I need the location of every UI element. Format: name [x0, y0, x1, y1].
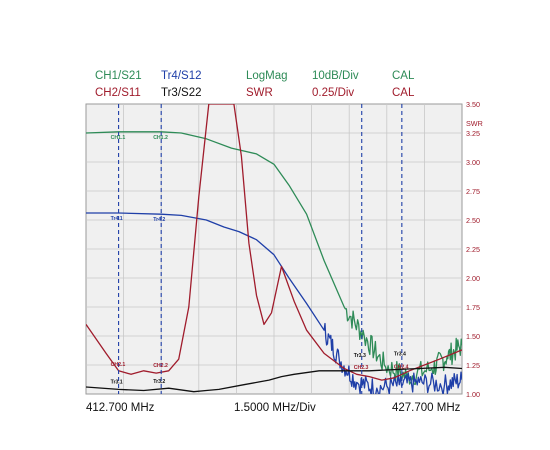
scale-label: 10dB/Div: [312, 70, 359, 82]
s11-channel-label: CH2/S11: [95, 87, 141, 99]
frequency-span-per-div: 1.5000 MHz/Div: [234, 402, 316, 414]
swr-tick-label: 3.50: [466, 100, 480, 109]
marker-label: CH2.4: [394, 364, 409, 370]
swr-tick-label: 3.25: [466, 129, 480, 138]
stop-frequency: 427.700 MHz: [392, 402, 461, 414]
marker-label: CH2.1: [111, 362, 126, 368]
marker-label: Tr3.3: [354, 353, 366, 359]
s22-trace-label: Tr3/S22: [161, 87, 202, 99]
start-frequency: 412.700 MHz: [86, 402, 155, 414]
swr-tick-label: 3.00: [466, 158, 480, 167]
cal-status-ch2: CAL: [392, 87, 415, 99]
s21-channel-label: CH1/S21: [95, 70, 142, 82]
marker-label: Tr3.2: [153, 379, 165, 385]
swr-tick-label: 1.25: [466, 361, 480, 370]
trace-s12: [86, 212, 462, 394]
swr-tick-label: 2.75: [466, 187, 480, 196]
marker-label: CH1.2: [153, 135, 168, 141]
swr-axis-label: SWR: [466, 119, 483, 128]
swr-tick-label: 1.50: [466, 332, 480, 341]
marker-label: Tr3.4: [394, 351, 406, 357]
swr-tick-label: 2.50: [466, 216, 480, 225]
swr-tick-label: 1.00: [466, 390, 480, 399]
trace-s22: [86, 366, 462, 393]
swr-scale-label: 0.25/Div: [312, 87, 355, 99]
marker-label: CH2.3: [354, 365, 369, 371]
marker-label: CH1.1: [111, 135, 126, 141]
marker-label: Tr4.2: [153, 217, 165, 223]
swr-tick-label: 1.75: [466, 303, 480, 312]
s12-trace-label: Tr4/S12: [161, 70, 202, 82]
cal-status-ch1: CAL: [392, 70, 415, 82]
swr-tick-label: 2.25: [466, 245, 480, 254]
marker-label: Tr4.1: [111, 216, 123, 222]
trace-s11: [86, 104, 462, 381]
marker-label: Tr3.1: [111, 379, 123, 385]
swr-format-label: SWR: [246, 87, 273, 99]
swr-tick-label: 2.00: [466, 274, 480, 283]
marker-label: CH2.2: [153, 363, 168, 369]
format-label: LogMag: [246, 70, 288, 82]
